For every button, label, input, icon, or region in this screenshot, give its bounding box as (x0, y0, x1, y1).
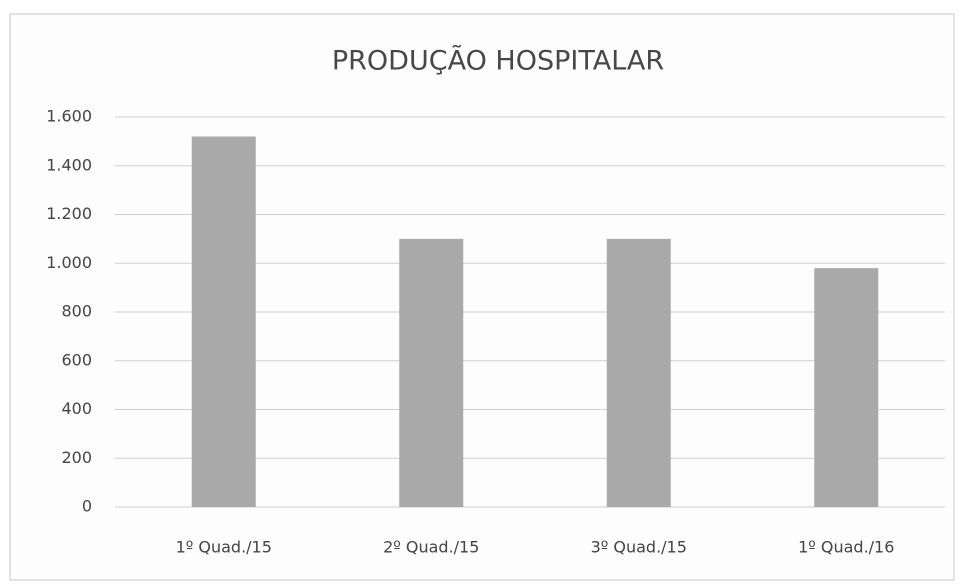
y-tick-label: 600 (61, 350, 92, 369)
bar (814, 268, 879, 507)
x-tick-label: 3º Quad./15 (591, 538, 687, 557)
chart-title: PRODUÇÃO HOSPITALAR (332, 45, 664, 77)
y-tick-label: 1.200 (46, 204, 92, 223)
y-tick-label: 200 (61, 448, 92, 467)
bar (399, 238, 464, 507)
y-tick-label: 800 (61, 302, 92, 321)
y-tick-label: 1.600 (46, 107, 92, 126)
x-tick-label: 2º Quad./15 (383, 538, 479, 557)
y-tick-label: 1.400 (46, 155, 92, 174)
y-tick-label: 400 (61, 399, 92, 418)
chart-frame (9, 13, 955, 581)
y-tick-label: 0 (82, 497, 92, 516)
bar (191, 136, 256, 507)
x-tick-label: 1º Quad./16 (798, 538, 894, 557)
y-tick-label: 1.000 (46, 253, 92, 272)
x-tick-label: 1º Quad./15 (176, 538, 272, 557)
bar (606, 238, 671, 507)
